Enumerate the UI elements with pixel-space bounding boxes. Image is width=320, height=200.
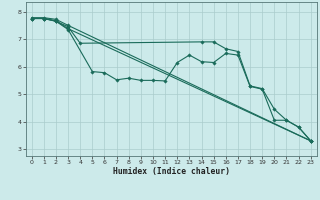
- X-axis label: Humidex (Indice chaleur): Humidex (Indice chaleur): [113, 167, 230, 176]
